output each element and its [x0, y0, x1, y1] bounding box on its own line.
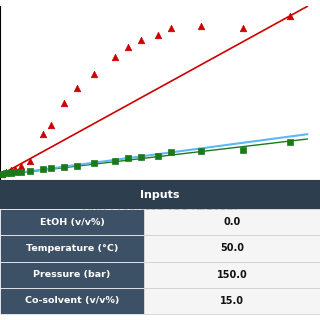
Text: Pressure (bar): Pressure (bar)	[33, 270, 111, 279]
Point	[0, 172, 5, 177]
Point	[74, 163, 79, 168]
Point	[19, 163, 24, 168]
Point	[27, 158, 32, 163]
Bar	[0, 180, 320, 209]
X-axis label: ANN Predicted TSC (g/100g): ANN Predicted TSC (g/100g)	[83, 202, 237, 212]
Text: 150.0: 150.0	[217, 269, 247, 280]
Bar	[144, 288, 320, 314]
Point	[125, 45, 131, 50]
Point	[155, 33, 160, 38]
Point	[27, 168, 32, 173]
Point	[288, 140, 293, 145]
Point	[198, 23, 203, 28]
Point	[40, 132, 45, 137]
Point	[168, 149, 173, 155]
Point	[0, 171, 5, 176]
Point	[155, 153, 160, 158]
Point	[241, 26, 246, 31]
Point	[8, 170, 13, 175]
Point	[4, 169, 9, 174]
Bar	[144, 209, 320, 236]
Bar	[144, 261, 320, 288]
Text: Co-solvent (v/v%): Co-solvent (v/v%)	[25, 296, 119, 305]
Point	[113, 158, 118, 163]
Text: Temperature (°C): Temperature (°C)	[26, 244, 118, 253]
Text: 50.0: 50.0	[220, 244, 244, 253]
Point	[61, 100, 67, 105]
Point	[138, 154, 143, 159]
Point	[138, 38, 143, 43]
Point	[12, 166, 18, 172]
Point	[241, 147, 246, 152]
Point	[40, 167, 45, 172]
Bar	[144, 236, 320, 261]
Text: 0.0: 0.0	[223, 218, 241, 228]
Bar	[0, 288, 144, 314]
Point	[198, 148, 203, 154]
Point	[113, 54, 118, 60]
Point	[125, 156, 131, 161]
Point	[168, 26, 173, 31]
Text: Inputs: Inputs	[140, 190, 180, 200]
Point	[288, 13, 293, 19]
Bar	[0, 209, 144, 236]
Text: EtOH (v/v%): EtOH (v/v%)	[40, 218, 104, 227]
Point	[91, 161, 96, 166]
Point	[8, 168, 13, 173]
Text: 15.0: 15.0	[220, 296, 244, 306]
Bar	[0, 236, 144, 261]
Point	[91, 71, 96, 76]
Point	[49, 122, 54, 127]
Point	[19, 169, 24, 174]
Point	[74, 86, 79, 91]
Point	[49, 166, 54, 171]
Point	[61, 164, 67, 170]
Bar	[0, 261, 144, 288]
Point	[12, 170, 18, 175]
Point	[4, 171, 9, 176]
